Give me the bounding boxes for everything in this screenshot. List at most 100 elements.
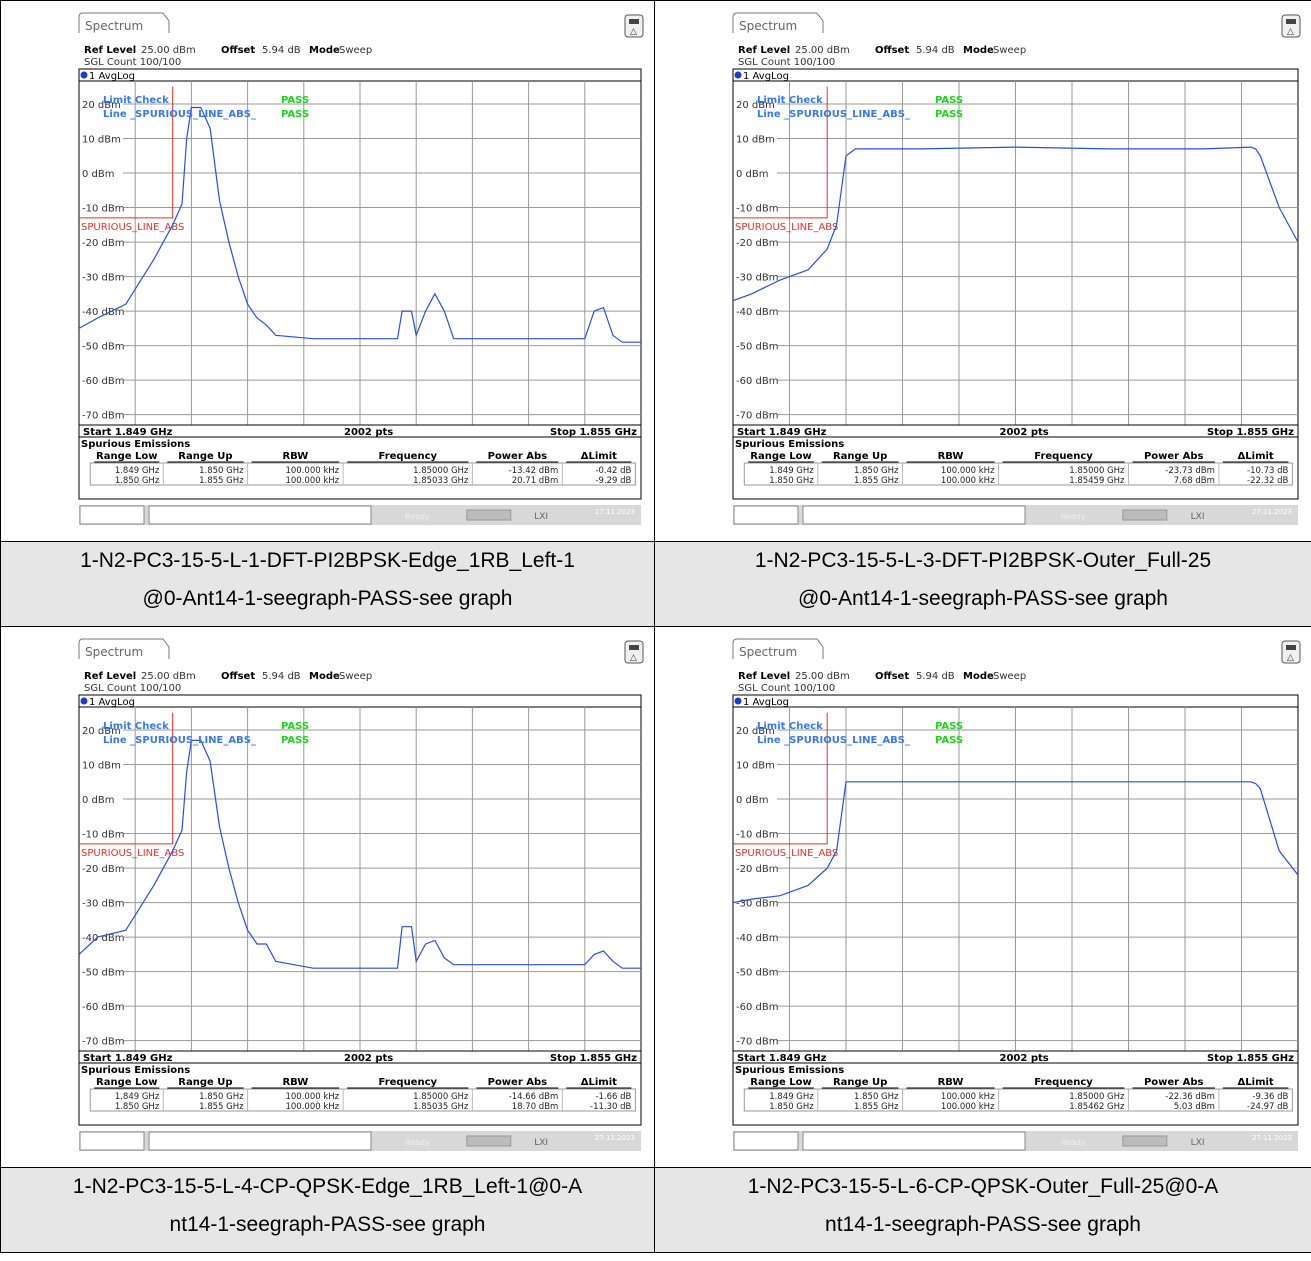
limit-check-label: Limit Check <box>103 95 169 106</box>
table-cell: 100.000 kHz <box>941 476 995 486</box>
table-header: ΔLimit <box>1238 1077 1274 1088</box>
tab-label: Spectrum <box>739 645 797 659</box>
y-tick-label: -40 dBm <box>736 307 778 318</box>
table-header: Range Up <box>833 451 887 462</box>
table-cell: 1.850 GHz <box>199 466 244 476</box>
delta-glyph: △ <box>630 27 637 37</box>
points-label: 2002 pts <box>1000 427 1049 438</box>
line-label: Line _SPURIOUS_LINE_ABS_ <box>757 735 910 746</box>
spectrum-panel-4: Spectrum △ Ref Level 25.00 dBm Offset 5.94 dB… <box>732 638 1301 1151</box>
table-cell: 1.855 GHz <box>854 1102 899 1112</box>
caption-line: @0-Ant14-1-seegraph-PASS-see graph <box>142 587 513 610</box>
y-tick-label: -60 dBm <box>82 1002 124 1013</box>
caption-cell-4: 1-N2-PC3-15-5-L-6-CP-QPSK-Outer_Full-25@… <box>654 1167 1311 1253</box>
y-tick-label: 10 dBm <box>82 135 121 146</box>
table-cell: 100.000 kHz <box>285 466 339 476</box>
table-cell: -1.66 dB <box>595 1092 631 1102</box>
caption-line: @0-Ant14-1-seegraph-PASS-see graph <box>798 587 1168 610</box>
limit-check-label: Limit Check <box>103 721 169 732</box>
y-tick-label: -10 dBm <box>736 204 778 215</box>
caption-line: 1-N2-PC3-15-5-L-6-CP-QPSK-Outer_Full-25@… <box>747 1175 1219 1198</box>
status-text: Ready <box>1061 512 1086 521</box>
offset-value: 5.94 dB <box>916 671 955 682</box>
stop-label: Stop 1.855 GHz <box>550 427 637 438</box>
table-cell: -10.73 dB <box>1247 466 1288 476</box>
limit-line <box>733 86 828 219</box>
table-cell: -23.73 dBm <box>1165 466 1215 476</box>
y-tick-label: -20 dBm <box>82 238 124 249</box>
y-tick-label: -40 dBm <box>82 307 124 318</box>
table-cell: -24.97 dB <box>1247 1102 1288 1112</box>
table-cell: 1.85000 GHz <box>413 1092 469 1102</box>
table-cell: 1.850 GHz <box>769 476 814 486</box>
y-tick-label: -20 dBm <box>736 238 778 249</box>
y-tick-label: -30 dBm <box>736 899 778 910</box>
table-cell: 100.000 kHz <box>941 1092 995 1102</box>
table-header: Frequency <box>379 1077 438 1088</box>
status-field-2 <box>802 505 1026 525</box>
mode-label: Mode <box>309 671 340 682</box>
table-cell: 1.850 GHz <box>115 1102 160 1112</box>
table-header: Power Abs <box>488 1077 548 1088</box>
y-tick-label: 20 dBm <box>82 726 121 737</box>
spurious-table <box>732 1062 1299 1126</box>
table-header: RBW <box>282 1077 308 1088</box>
trace-bar <box>78 694 642 708</box>
y-tick-label: -50 dBm <box>736 968 778 979</box>
table-header: Range Up <box>178 1077 232 1088</box>
limit-line <box>733 712 828 845</box>
limit-check-result: PASS <box>281 721 309 732</box>
table-cell: -9.36 dB <box>1252 1092 1288 1102</box>
table-cell: 1.850 GHz <box>199 1092 244 1102</box>
table-title: Spurious Emissions <box>735 439 844 450</box>
table-cell: 1.850 GHz <box>854 466 899 476</box>
table-cell: 7.68 dBm <box>1174 476 1215 486</box>
start-label: Start 1.849 GHz <box>737 427 827 438</box>
y-tick-label: -10 dBm <box>736 830 778 841</box>
sgl-count: SGL Count 100/100 <box>84 57 181 68</box>
table-title: Spurious Emissions <box>81 439 190 450</box>
trace-dot <box>734 697 742 705</box>
caption-line: 1-N2-PC3-15-5-L-4-CP-QPSK-Edge_1RB_Left-… <box>72 1175 583 1198</box>
table-header: Range Up <box>833 1077 887 1088</box>
points-label: 2002 pts <box>344 1053 393 1064</box>
rows-box <box>89 1088 636 1112</box>
y-tick-label: -60 dBm <box>82 376 124 387</box>
table-cell: 1.850 GHz <box>115 476 160 486</box>
y-tick-label: -30 dBm <box>736 273 778 284</box>
progress-indicator <box>1122 1135 1168 1147</box>
limit-line-label: SPURIOUS_LINE_ABS <box>81 848 184 859</box>
trace-dot <box>734 71 742 79</box>
screenshot-cell-3: Spectrum △ Ref Level 25.00 dBm Offset 5.94 dB… <box>0 626 655 1168</box>
y-tick-label: -60 dBm <box>736 376 778 387</box>
y-tick-label: -30 dBm <box>82 273 124 284</box>
sgl-count: SGL Count 100/100 <box>738 683 835 694</box>
screenshot-cell-1: Spectrum △ Ref Level 25.00 dBm Offset 5.94 dB… <box>0 0 655 542</box>
table-header: Range Low <box>750 451 811 462</box>
trace-label: 1 AvgLog <box>743 697 789 708</box>
trace-line <box>732 781 1299 904</box>
table-header: Power Abs <box>488 451 548 462</box>
table-cell: 1.855 GHz <box>854 476 899 486</box>
ref-level-value: 25.00 dBm <box>795 45 850 56</box>
table-cell: -22.32 dB <box>1247 476 1288 486</box>
y-tick-label: 10 dBm <box>82 761 121 772</box>
trace-bar <box>732 68 1299 82</box>
layout-icon-bar <box>629 19 639 24</box>
table-cell: 1.85462 GHz <box>1069 1102 1125 1112</box>
y-tick-label: 0 dBm <box>736 169 769 180</box>
table-header: Frequency <box>379 451 438 462</box>
y-tick-label: -40 dBm <box>736 933 778 944</box>
start-label: Start 1.849 GHz <box>83 427 173 438</box>
table-cell: 1.855 GHz <box>199 476 244 486</box>
ref-level-label: Ref Level <box>84 45 136 56</box>
table-cell: 1.85000 GHz <box>1069 466 1125 476</box>
y-tick-label: -60 dBm <box>736 1002 778 1013</box>
caption-line: nt14-1-seegraph-PASS-see graph <box>825 1213 1141 1236</box>
table-header: Frequency <box>1034 451 1093 462</box>
table-cell: 1.85033 GHz <box>413 476 469 486</box>
table-cell: 1.85000 GHz <box>413 466 469 476</box>
table-header: Range Up <box>178 451 232 462</box>
table-header: ΔLimit <box>581 451 617 462</box>
